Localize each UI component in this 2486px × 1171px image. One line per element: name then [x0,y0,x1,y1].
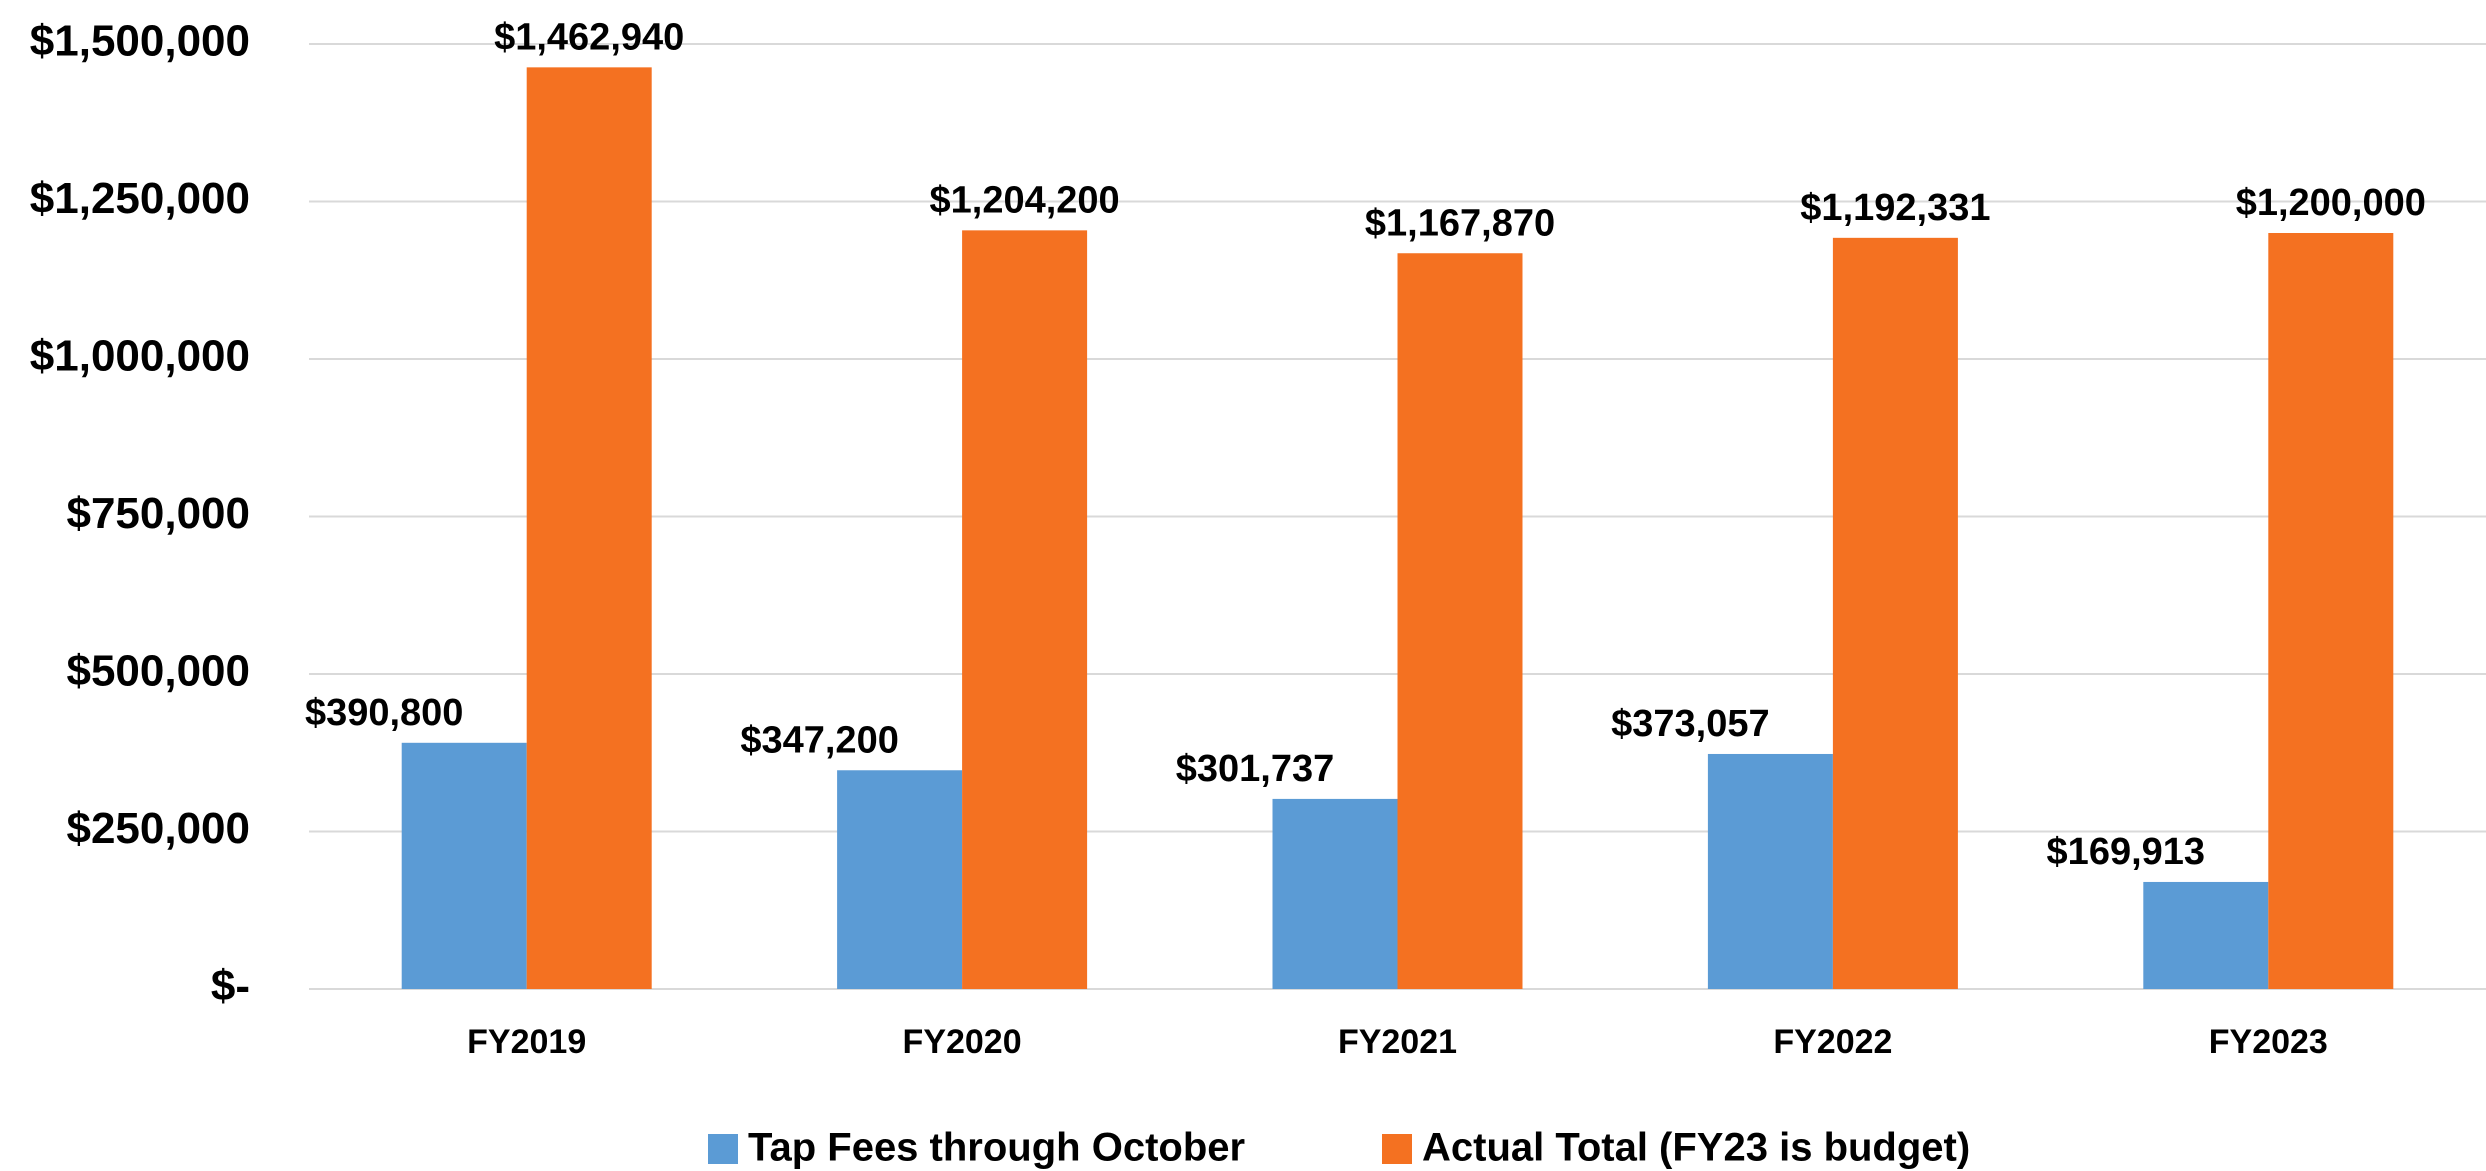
y-tick-label: $1,000,000 [30,332,250,381]
bar [837,770,963,989]
legend-swatch [1382,1134,1412,1164]
y-tick-label: $1,250,000 [30,174,250,223]
bar [401,742,527,989]
data-label: $301,737 [1176,748,1335,790]
bar [2268,233,2394,989]
data-label: $1,200,000 [2236,182,2426,224]
bar [2143,881,2269,989]
x-tick-label: FY2022 [1773,1023,1892,1061]
bar [1832,237,1958,989]
y-tick-label: $1,500,000 [30,17,250,66]
data-label: $1,192,331 [1800,187,1990,229]
y-tick-label: $- [211,962,250,1011]
bar [1272,798,1398,989]
data-label: $347,200 [740,719,899,761]
data-label: $390,800 [305,692,464,734]
bar [1707,753,1833,989]
bar [526,67,652,990]
data-label: $1,167,870 [1365,202,1555,244]
legend-label: Actual Total (FY23 is budget) [1422,1126,1970,1170]
bar [1397,253,1523,990]
x-tick-label: FY2023 [2209,1023,2328,1061]
y-tick-label: $500,000 [66,647,250,696]
data-label: $373,057 [1611,703,1770,745]
legend-label: Tap Fees through October [748,1126,1245,1170]
bar [962,230,1088,989]
data-label: $1,462,940 [494,16,684,58]
x-tick-label: FY2020 [903,1023,1022,1061]
x-tick-label: FY2021 [1338,1023,1457,1061]
y-tick-label: $750,000 [66,489,250,538]
data-label: $169,913 [2047,831,2206,873]
legend-swatch [708,1134,738,1164]
x-tick-label: FY2019 [467,1023,586,1061]
data-label: $1,204,200 [930,179,1120,221]
y-tick-label: $250,000 [66,804,250,853]
